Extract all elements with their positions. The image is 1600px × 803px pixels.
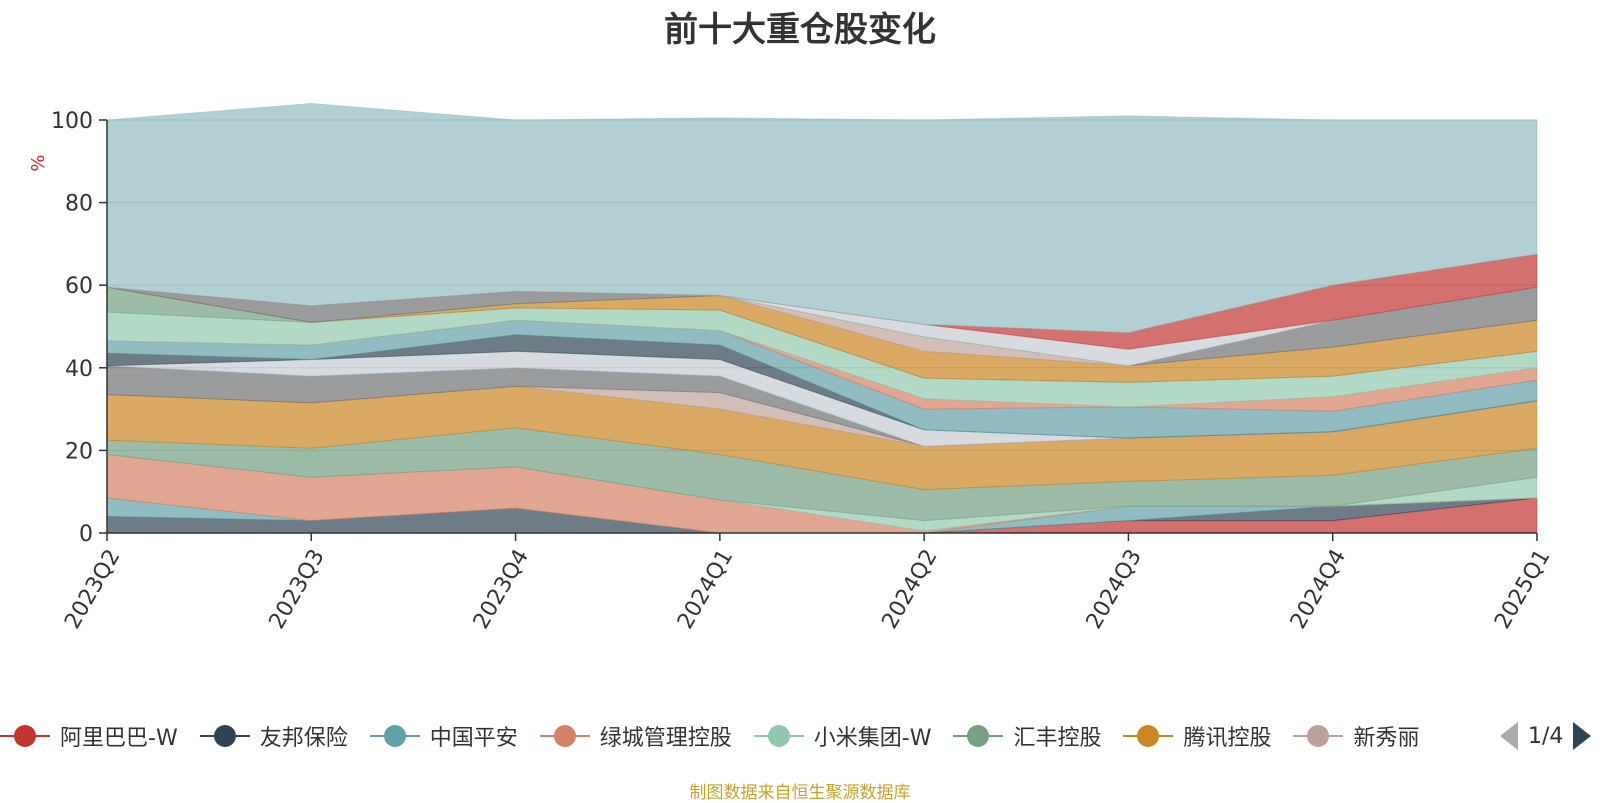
legend-prev-icon[interactable] — [1500, 722, 1518, 750]
legend-item-0[interactable]: 阿里巴巴-W — [0, 720, 178, 752]
x-tick-label-0: 2023Q2 — [60, 545, 125, 633]
chart-title: 前十大重仓股变化 — [664, 10, 936, 50]
legend-marker-icon — [753, 724, 804, 748]
legend-item-4[interactable]: 小米集团-W — [753, 720, 932, 752]
area-20 — [106, 102, 1538, 334]
legend-item-3[interactable]: 绿城管理控股 — [539, 720, 732, 752]
y-tick-label-5: 100 — [51, 109, 93, 134]
legend-item-1[interactable]: 友邦保险 — [199, 720, 348, 752]
legend-label: 中国平安 — [429, 726, 518, 751]
x-tick-label-3: 2024Q1 — [673, 545, 738, 633]
legend-label: 腾讯控股 — [1183, 726, 1272, 751]
legend-marker-icon — [199, 724, 250, 748]
stacked-area-chart: 0 20 40 60 80 100 2023Q2 2023Q3 2023Q4 2024Q1 2024… — [28, 102, 1556, 633]
legend-marker-icon — [953, 724, 1004, 748]
legend-marker-icon — [539, 724, 590, 748]
x-tick-label-5: 2024Q3 — [1082, 545, 1147, 633]
legend-item-2[interactable]: 中国平安 — [369, 720, 518, 752]
legend-label: 阿里巴巴-W — [60, 726, 178, 751]
legend-label: 小米集团-W — [813, 726, 932, 751]
y-tick-label-1: 20 — [65, 439, 93, 464]
legend-label: 绿城管理控股 — [599, 726, 732, 751]
y-tick-label-4: 80 — [65, 192, 93, 217]
legend-item-7[interactable]: 新秀丽 — [1293, 720, 1420, 752]
y-axis-label: % — [28, 154, 49, 171]
legend-next-icon[interactable] — [1573, 722, 1592, 750]
legend-item-6[interactable]: 腾讯控股 — [1123, 720, 1271, 752]
legend: 阿里巴巴-W 友邦保险 中国平安 绿城管理控股 小米集团-W 汇丰控股 腾讯控股 新秀丽 — [0, 718, 1490, 754]
x-tick-label-6: 2024Q4 — [1286, 545, 1351, 633]
legend-marker-icon — [369, 724, 420, 748]
legend-label: 新秀丽 — [1353, 726, 1420, 751]
x-tick-label-2: 2023Q4 — [469, 545, 534, 633]
data-source-note: 制图数据来自恒生聚源数据库 — [689, 783, 911, 803]
x-tick-label-4: 2024Q2 — [877, 545, 942, 633]
x-tick-label-1: 2023Q3 — [265, 545, 330, 633]
legend-page-indicator: 1/4 — [1528, 723, 1564, 749]
area-series — [106, 102, 1538, 534]
y-tick-label-2: 40 — [65, 357, 93, 382]
y-tick-label-3: 60 — [65, 274, 93, 299]
legend-item-5[interactable]: 汇丰控股 — [953, 720, 1101, 752]
x-tick-label-7: 2025Q1 — [1490, 545, 1555, 633]
y-tick-label-0: 0 — [79, 522, 93, 547]
legend-marker-icon — [1293, 724, 1344, 748]
legend-marker-icon — [0, 724, 50, 748]
legend-marker-icon — [1123, 724, 1174, 748]
legend-label: 友邦保险 — [259, 726, 348, 751]
legend-pager: 1/4 — [1500, 718, 1592, 754]
legend-label: 汇丰控股 — [1013, 726, 1102, 751]
